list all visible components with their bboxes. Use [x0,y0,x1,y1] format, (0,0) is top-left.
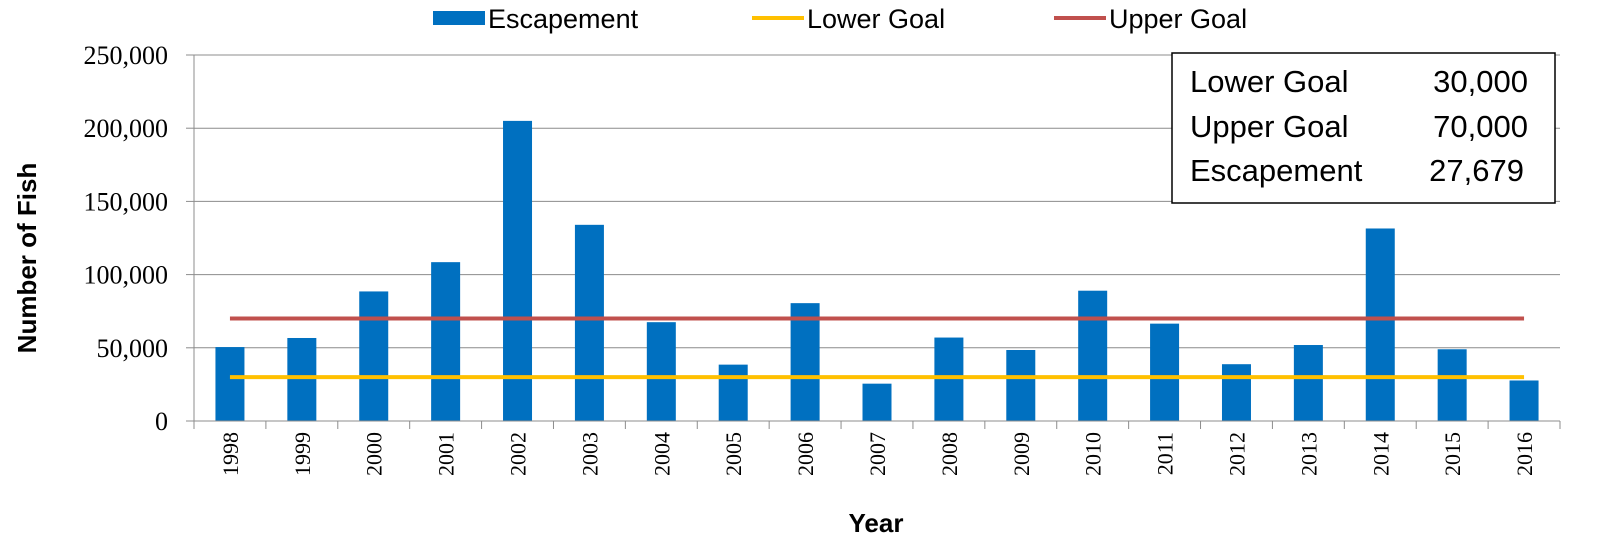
x-tick-label: 2005 [721,432,746,476]
bar-escapement-2006 [790,303,820,421]
summary-lower-goal-label: Lower Goal [1190,64,1349,99]
y-tick-label: 50,000 [97,334,169,363]
bar-escapement-2002 [503,120,533,421]
legend-label-escapement: Escapement [488,4,639,34]
x-tick-label: 2015 [1440,432,1465,476]
x-tick-label: 2001 [434,432,459,476]
x-tick-label: 1998 [218,432,243,476]
legend-label-upper-goal: Upper Goal [1109,4,1247,34]
bar-escapement-2016 [1509,380,1539,421]
goal-lines [229,316,1525,380]
x-axis-label: Year [849,508,904,538]
bar-escapement-2004 [646,322,676,421]
y-tick-label: 0 [155,407,168,436]
goal-summary-box: Lower Goal 30,000 Upper Goal 70,000 Esca… [1171,52,1556,204]
summary-upper-goal-value: 70,000 [1433,109,1528,144]
x-tick-label: 2008 [937,432,962,476]
y-tick-label: 150,000 [84,187,169,216]
bar-escapement-2011 [1150,323,1180,421]
y-axis-label: Number of Fish [12,163,42,354]
bar-escapement-1999 [287,337,317,421]
x-tick-label: 2012 [1224,432,1249,476]
x-tick-label: 2010 [1081,432,1106,476]
x-tick-label: 2007 [865,432,890,476]
x-tick-label: 2016 [1512,432,1537,476]
summary-upper-goal-label: Upper Goal [1190,109,1349,144]
x-axis-ticks: 1998 1999 2000 2001 2002 2003 2004 2005 2006 2007… [193,421,1561,476]
x-tick-label: 2013 [1296,432,1321,476]
x-tick-label: 1999 [290,432,315,476]
bar-escapement-2013 [1293,345,1323,421]
y-tick-label: 200,000 [84,114,169,143]
summary-escapement-label: Escapement [1190,153,1363,188]
bar-escapement-2009 [1006,349,1036,421]
bar-escapement-1998 [215,347,245,421]
x-tick-label: 2004 [649,432,674,476]
axes [193,55,1560,422]
goal-summary-box-frame [1171,52,1556,204]
y-tick-label: 100,000 [84,261,169,290]
bar-escapement-2005 [718,364,748,421]
gridlines [194,54,1560,349]
bar-escapement-2008 [934,337,964,421]
bar-escapement-2001 [431,262,461,421]
y-axis-ticks: 0 50,000 100,000 150,000 200,000 250,000 [84,41,194,436]
legend: Escapement Lower Goal Upper Goal [433,4,1247,34]
bar-escapement-2014 [1365,228,1395,421]
bar-escapement-2010 [1078,290,1108,421]
bar-escapement-2007 [862,383,892,421]
legend-swatch-escapement [433,11,485,25]
x-tick-label: 2011 [1153,432,1178,475]
x-tick-label: 2014 [1368,432,1393,476]
summary-escapement-value: 27,679 [1429,153,1524,188]
y-tick-label: 250,000 [84,41,169,70]
escapement-bars [215,120,1539,421]
x-tick-label: 2003 [577,432,602,476]
bar-escapement-2012 [1221,364,1251,421]
x-tick-label: 2009 [1009,432,1034,476]
bar-escapement-2003 [574,224,604,421]
x-tick-label: 2002 [506,432,531,476]
bar-escapement-2015 [1437,349,1467,421]
summary-lower-goal-value: 30,000 [1433,64,1528,99]
x-tick-label: 2000 [362,432,387,476]
x-tick-label: 2006 [793,432,818,476]
bar-escapement-2000 [359,291,389,421]
legend-label-lower-goal: Lower Goal [807,4,945,34]
